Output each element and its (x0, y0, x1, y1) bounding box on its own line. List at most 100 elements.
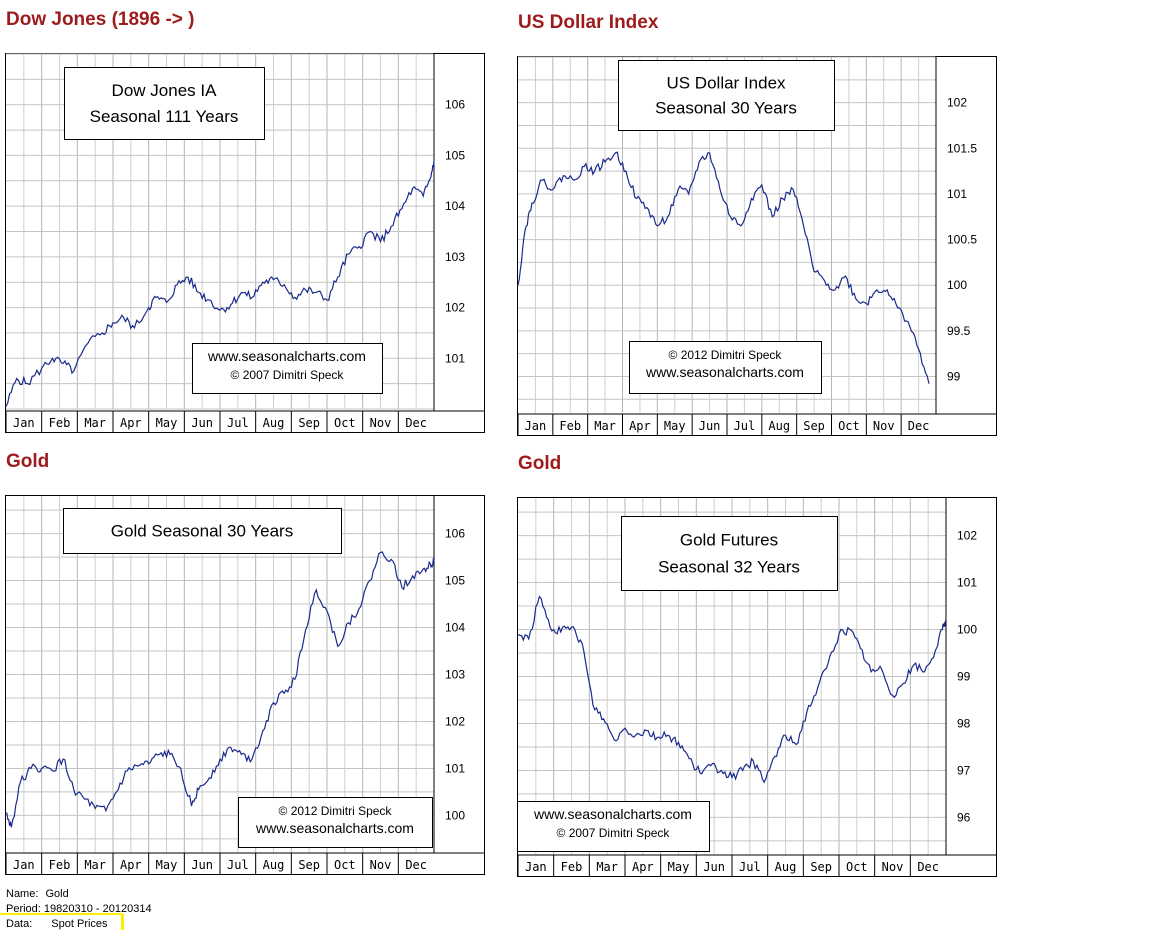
gold2-title-line: Gold Futures (680, 531, 778, 550)
footer-period-label: Period: (6, 903, 41, 915)
dow-ytick-label: 103 (445, 250, 465, 264)
usd-month-label: Aug (768, 419, 790, 433)
gold1-ytick-label: 102 (445, 714, 465, 728)
footer-data-value: Spot Prices (51, 918, 108, 930)
gold2-ytick-label: 99 (957, 670, 971, 684)
gold1-month-label: Sep (298, 858, 320, 872)
usd-month-label: Jun (699, 419, 721, 433)
dow-title-line: Dow Jones IA (112, 81, 218, 100)
usd-ytick-label: 100.5 (947, 233, 977, 247)
usd-month-label: Sep (803, 419, 825, 433)
gold1-title-line: Gold Seasonal 30 Years (111, 522, 293, 541)
gold1-credit-url: www.seasonalcharts.com (255, 820, 414, 836)
dow-month-label: Oct (334, 416, 356, 430)
gold1-month-label: Jun (191, 858, 213, 872)
gold2-month-label: Jun (703, 860, 725, 874)
gold2-ytick-label: 100 (957, 623, 977, 637)
gold2-credit-url: www.seasonalcharts.com (533, 806, 692, 822)
gold2-credit-box (517, 801, 710, 852)
dow-month-label: Aug (263, 416, 285, 430)
footer-period-row: Period: 19820310 - 20120314 (6, 902, 152, 917)
gold1-series-line (5, 551, 435, 828)
gold1-month-label: Feb (49, 858, 71, 872)
usd-ytick-label: 99.5 (947, 324, 971, 338)
dow-ytick-label: 102 (445, 301, 465, 315)
yellow-highlight-hook (116, 914, 124, 930)
dow-month-label: Sep (298, 416, 320, 430)
usd-credit-copyright: © 2012 Dimitri Speck (669, 348, 783, 362)
gold2-month-label: Feb (561, 860, 583, 874)
dow-month-label: Dec (405, 416, 427, 430)
chart-svg-gold-spot: 100 101 102 103 104 105 106 Jan Feb Mar Apr May Jun J… (5, 495, 485, 875)
gold1-month-label: Apr (120, 858, 142, 872)
gold1-ytick-label: 104 (445, 621, 465, 635)
dow-credit-box (192, 343, 383, 394)
footer-name-label: Name: (6, 888, 39, 900)
gold2-title-line: Seasonal 32 Years (658, 558, 800, 577)
gold2-month-label: Jul (739, 860, 761, 874)
gold2-month-label: Aug (775, 860, 797, 874)
gold2-month-label: Nov (882, 860, 904, 874)
usd-month-label: Dec (908, 419, 930, 433)
dow-ytick-label: 105 (445, 148, 465, 162)
usd-month-label: Nov (873, 419, 895, 433)
gold2-month-label: Dec (917, 860, 939, 874)
gold2-ytick-label: 102 (957, 529, 977, 543)
usd-ytick-label: 99 (947, 369, 961, 383)
usd-month-label: May (664, 419, 686, 433)
gold1-month-label: May (156, 858, 178, 872)
footer-data-label: Data: (6, 918, 33, 930)
usd-series-line (517, 151, 930, 384)
usd-month-label: Jan (525, 419, 547, 433)
gold2-ytick-label: 97 (957, 763, 971, 777)
gold1-title-box (63, 508, 342, 554)
usd-month-label: Mar (594, 419, 616, 433)
usd-ytick-label: 101 (947, 187, 967, 201)
chart-svg-usd: 99 99.5 100 100.5 101 101.5 102 Jan Feb Mar Apr May… (517, 56, 997, 436)
gold2-credit-copyright: © 2007 Dimitri Speck (557, 826, 671, 840)
heading-usd: US Dollar Index (518, 12, 659, 33)
gold1-month-label: Nov (370, 858, 392, 872)
heading-gold-spot: Gold (6, 451, 50, 472)
gold1-ytick-label: 105 (445, 574, 465, 588)
usd-title-line: US Dollar Index (666, 74, 786, 93)
gold2-ytick-label: 96 (957, 810, 971, 824)
chart-dow: 101 102 103 104 105 106 Jan Feb Mar Apr May Jun Jul A… (5, 53, 485, 433)
dow-month-label: Mar (84, 416, 106, 430)
dow-month-label: Feb (49, 416, 71, 430)
usd-month-label: Oct (838, 419, 860, 433)
usd-title-box (618, 60, 835, 131)
footer-period-value: 19820310 - 20120314 (43, 903, 152, 915)
dow-month-label: Apr (120, 416, 142, 430)
gold1-ytick-label: 103 (445, 668, 465, 682)
footer-name-value: Gold (45, 888, 69, 900)
dow-month-label: Nov (370, 416, 392, 430)
gold2-series-line (517, 595, 947, 784)
gold2-ytick-label: 98 (957, 716, 971, 730)
chart-gold-futures: 96 97 98 99 100 101 102 Jan Feb Mar Apr May Jun Jul Au… (517, 497, 997, 877)
gold2-title-box (621, 516, 838, 591)
chart-svg-gold-futures: 96 97 98 99 100 101 102 Jan Feb Mar Apr May Jun Jul Au… (517, 497, 997, 877)
gold1-month-label: Oct (334, 858, 356, 872)
usd-ytick-label: 102 (947, 96, 967, 110)
gold1-credit-copyright: © 2012 Dimitri Speck (279, 804, 393, 818)
heading-gold-futures: Gold (518, 453, 562, 474)
gold1-ytick-label: 101 (445, 761, 465, 775)
gold2-ytick-label: 101 (957, 576, 977, 590)
dow-credit-url: www.seasonalcharts.com (207, 348, 366, 364)
chart-gold-spot: 100 101 102 103 104 105 106 Jan Feb Mar Apr May Jun J… (5, 495, 485, 875)
gold2-month-label: Oct (846, 860, 868, 874)
dow-ytick-label: 104 (445, 199, 465, 213)
dow-ytick-label: 106 (445, 98, 465, 112)
gold2-month-label: Mar (596, 860, 618, 874)
dow-ytick-label: 101 (445, 351, 465, 365)
gold1-month-label: Mar (84, 858, 106, 872)
usd-month-label: Apr (629, 419, 651, 433)
usd-ytick-label: 100 (947, 278, 967, 292)
usd-title-line: Seasonal 30 Years (655, 99, 797, 118)
usd-ytick-label: 101.5 (947, 141, 977, 155)
gold2-month-label: Apr (632, 860, 654, 874)
usd-credit-box (629, 341, 822, 394)
gold1-month-label: Aug (263, 858, 285, 872)
gold2-month-label: May (668, 860, 690, 874)
